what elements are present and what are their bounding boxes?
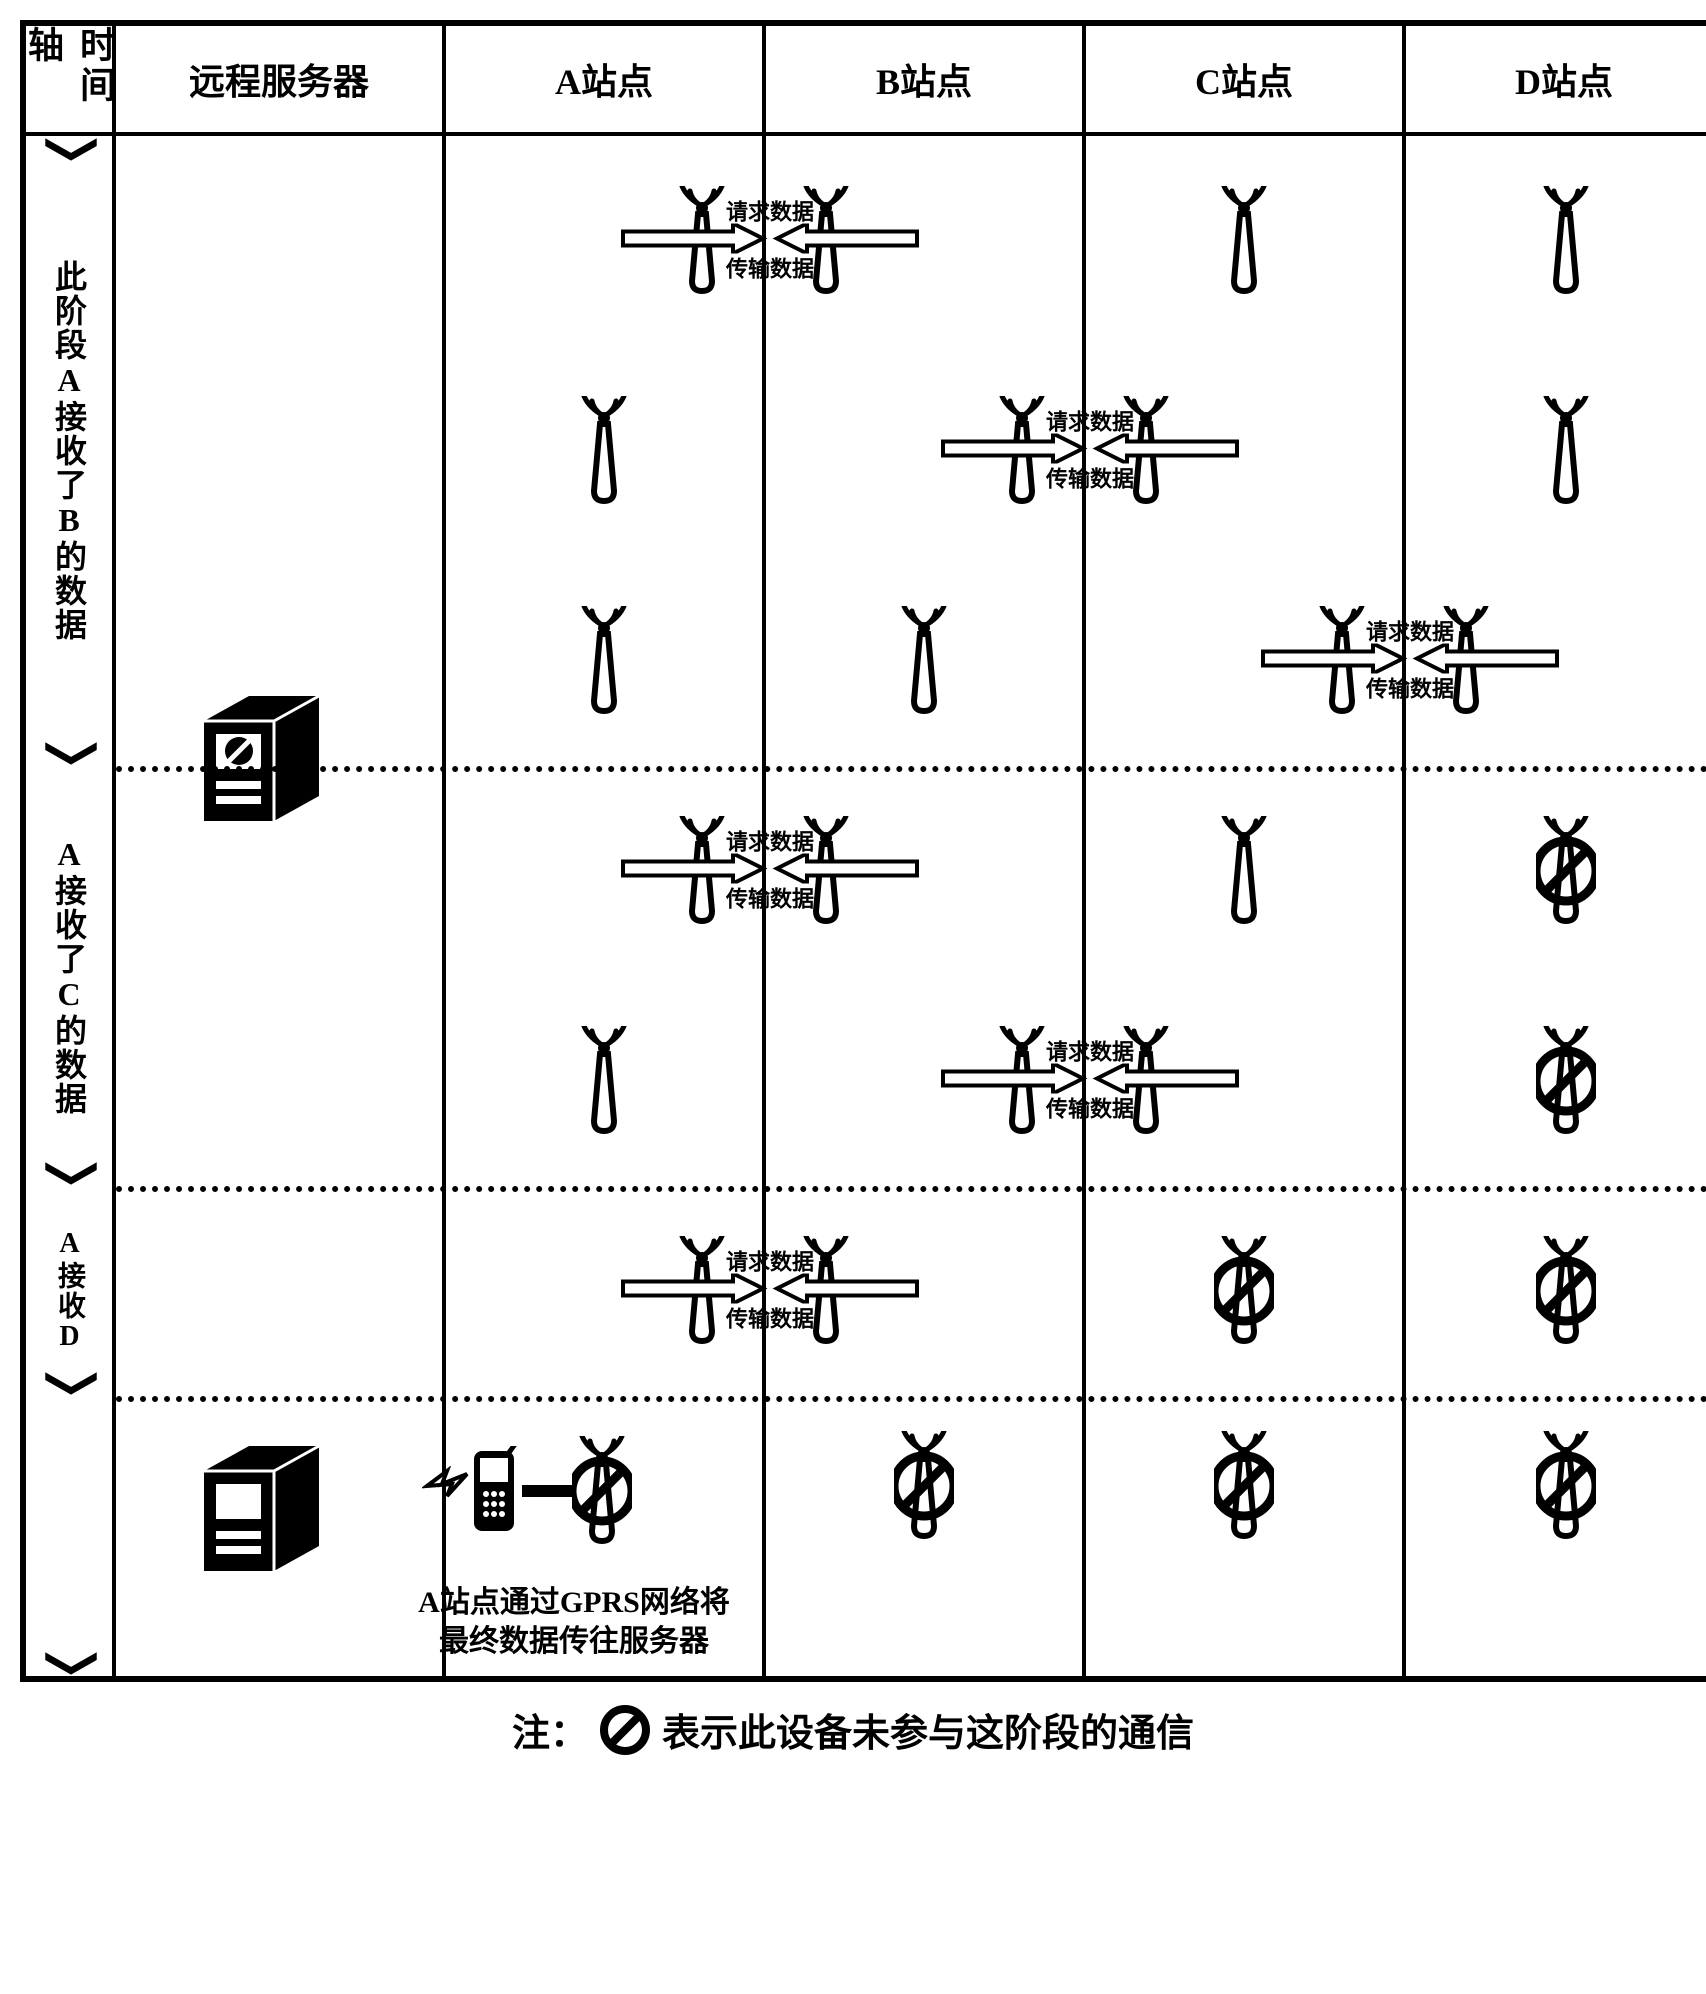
arrow-left-icon: [1092, 1064, 1242, 1094]
arrow-right-icon: [938, 1064, 1088, 1094]
exchange-bc: 请求数据 传输数据: [938, 412, 1242, 491]
phase-divider: [116, 1396, 1706, 1402]
arrow-right-icon: [618, 1274, 768, 1304]
server-icon: [194, 1436, 364, 1586]
arrow-right-icon: [618, 854, 768, 884]
phase-divider: [116, 1186, 1706, 1192]
antenna-blocked-icon: [1536, 1026, 1596, 1136]
prohibit-icon: [600, 1705, 650, 1755]
phase2-label-cell: A接收了C的数据: [26, 766, 116, 1186]
exchange-bc2: 请求数据 传输数据: [938, 1042, 1242, 1121]
header-station-a: A站点: [446, 26, 766, 136]
arrow-left-icon: [772, 854, 922, 884]
antenna-icon: [1536, 186, 1596, 296]
phase3-col-c: [1086, 1186, 1406, 1396]
antenna-icon: [1214, 186, 1274, 296]
antenna-blocked-icon: [894, 1431, 954, 1541]
phase4-col-c: [1086, 1396, 1406, 1676]
phase2-col-b: 请求数据 传输数据: [766, 766, 1086, 1186]
exchange-ab: 请求数据 传输数据: [618, 202, 922, 281]
antenna-blocked-icon: [1536, 816, 1596, 926]
phase4-label-cell: [26, 1396, 116, 1676]
antenna-blocked-icon: [572, 1436, 632, 1546]
phase3-col-d: [1406, 1186, 1706, 1396]
header-station-d: D站点: [1406, 26, 1706, 136]
phase-divider: [116, 766, 1706, 772]
exchange-ab3: 请求数据 传输数据: [618, 1252, 922, 1331]
phase2-col-d: [1406, 766, 1706, 1186]
network-diagram: 时间轴 远程服务器 A站点 B站点 C站点 D站点 此阶段A接收了B的数据 请求…: [20, 20, 1706, 1682]
antenna-icon: [574, 1026, 634, 1136]
phase4-col-d: [1406, 1396, 1706, 1676]
gprs-caption: A站点通过GPRS网络将 最终数据传往服务器: [386, 1583, 762, 1661]
antenna-icon: [1536, 396, 1596, 506]
phase3-col-a: 请求数据 传输数据: [446, 1186, 766, 1396]
phase1-col-a: 请求数据 传输数据: [446, 136, 766, 766]
phase3-label-cell: A接收D: [26, 1186, 116, 1396]
phase2-label: A接收了C的数据: [46, 836, 92, 1116]
arrow-left-icon: [772, 224, 922, 254]
antenna-icon: [894, 606, 954, 716]
arrow-left-icon: [1412, 644, 1562, 674]
antenna-icon: [574, 396, 634, 506]
phase3-label: A接收D: [49, 1228, 89, 1354]
arrow-left-icon: [772, 1274, 922, 1304]
antenna-blocked-icon: [1536, 1431, 1596, 1541]
phase2-server-cell: [116, 766, 446, 1186]
arrow-right-icon: [1258, 644, 1408, 674]
phase4-col-b: [766, 1396, 1086, 1676]
phase3-server-cell: [116, 1186, 446, 1396]
phone-icon: [466, 1446, 522, 1536]
antenna-icon: [1214, 816, 1274, 926]
antenna-blocked-icon: [1214, 1236, 1274, 1346]
arrow-right-icon: [938, 434, 1088, 464]
phase2-col-c: [1086, 766, 1406, 1186]
footnote: 注： 表示此设备未参与这阶段的通信: [20, 1682, 1686, 1767]
antenna-icon: [574, 606, 634, 716]
phase1-label-cell: 此阶段A接收了B的数据: [26, 136, 116, 766]
exchange-ab2: 请求数据 传输数据: [618, 832, 922, 911]
header-station-b: B站点: [766, 26, 1086, 136]
header-server: 远程服务器: [116, 26, 446, 136]
arrow-left-icon: [1092, 434, 1242, 464]
phase2-col-a: 请求数据 传输数据: [446, 766, 766, 1186]
header-station-c: C站点: [1086, 26, 1406, 136]
antenna-blocked-icon: [1536, 1236, 1596, 1346]
arrow-right-icon: [618, 224, 768, 254]
antenna-blocked-icon: [1214, 1431, 1274, 1541]
phase4-col-a: A站点通过GPRS网络将 最终数据传往服务器: [446, 1396, 766, 1676]
phase1-server-cell: [116, 136, 446, 766]
exchange-cd: 请求数据 传输数据: [1258, 622, 1562, 701]
phase1-label: 此阶段A接收了B的数据: [46, 260, 92, 642]
header-time-axis: 时间轴: [26, 26, 116, 136]
